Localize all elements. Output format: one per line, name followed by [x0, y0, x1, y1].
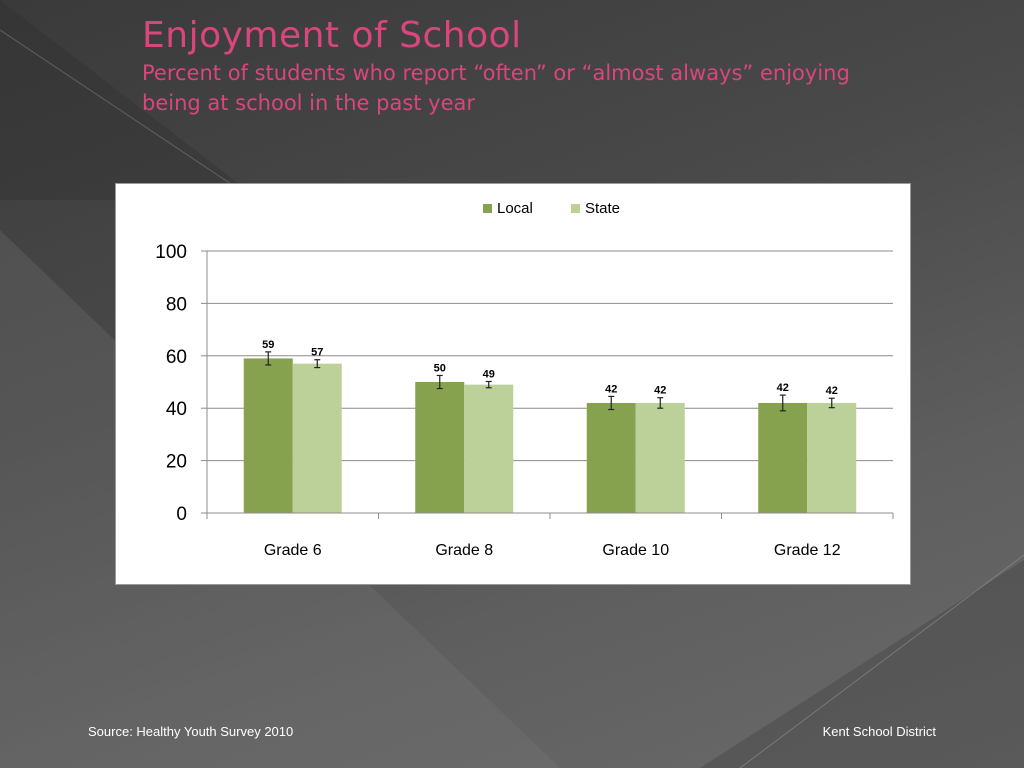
data-label-local-1: 50	[434, 362, 446, 374]
x-tick-label-1: Grade 8	[435, 542, 493, 559]
title-block: Enjoyment of School Percent of students …	[142, 14, 1002, 118]
bar-local-2	[586, 402, 636, 513]
y-tick-label-20: 20	[166, 452, 187, 473]
y-tick-label-100: 100	[155, 242, 187, 263]
bar-state-1	[464, 384, 514, 513]
bar-state-2	[635, 402, 685, 513]
x-tick-label-0: Grade 6	[264, 542, 322, 559]
bar-chart: 0 20 40 60 80 100 Grade 6 59 57 Grade 8 50 49 Grade …	[155, 200, 894, 559]
data-label-state-2: 42	[654, 385, 666, 397]
district-name: Kent School District	[822, 724, 936, 739]
slide-title: Enjoyment of School	[142, 15, 522, 56]
data-label-state-3: 42	[826, 385, 838, 397]
data-label-state-1: 49	[483, 368, 495, 380]
legend-label-state: State	[585, 200, 620, 217]
data-label-local-2: 42	[605, 383, 617, 395]
y-tick-label-40: 40	[166, 399, 187, 420]
bar-local-1	[415, 382, 465, 513]
data-label-local-0: 59	[262, 339, 274, 351]
chart-panel: 0 20 40 60 80 100 Grade 6 59 57 Grade 8 50 49 Grade …	[115, 183, 911, 585]
bar-local-3	[758, 402, 808, 513]
source-note: Source: Healthy Youth Survey 2010	[88, 724, 294, 739]
data-label-local-3: 42	[777, 382, 789, 394]
legend-swatch-state	[571, 204, 580, 213]
y-tick-label-80: 80	[166, 294, 187, 315]
y-tick-label-60: 60	[166, 347, 187, 368]
x-tick-label-2: Grade 10	[602, 542, 669, 559]
slide-subtitle-line-1: Percent of students who report “often” o…	[142, 61, 850, 85]
slide-subtitle-line-2: being at school in the past year	[142, 91, 476, 115]
bar-local-0	[243, 358, 293, 513]
data-label-state-0: 57	[311, 347, 323, 359]
bar-state-0	[292, 363, 342, 513]
legend-label-local: Local	[497, 200, 533, 217]
legend-swatch-local	[483, 204, 492, 213]
y-tick-label-0: 0	[176, 504, 187, 525]
x-tick-label-3: Grade 12	[774, 542, 841, 559]
bar-state-3	[807, 402, 857, 513]
